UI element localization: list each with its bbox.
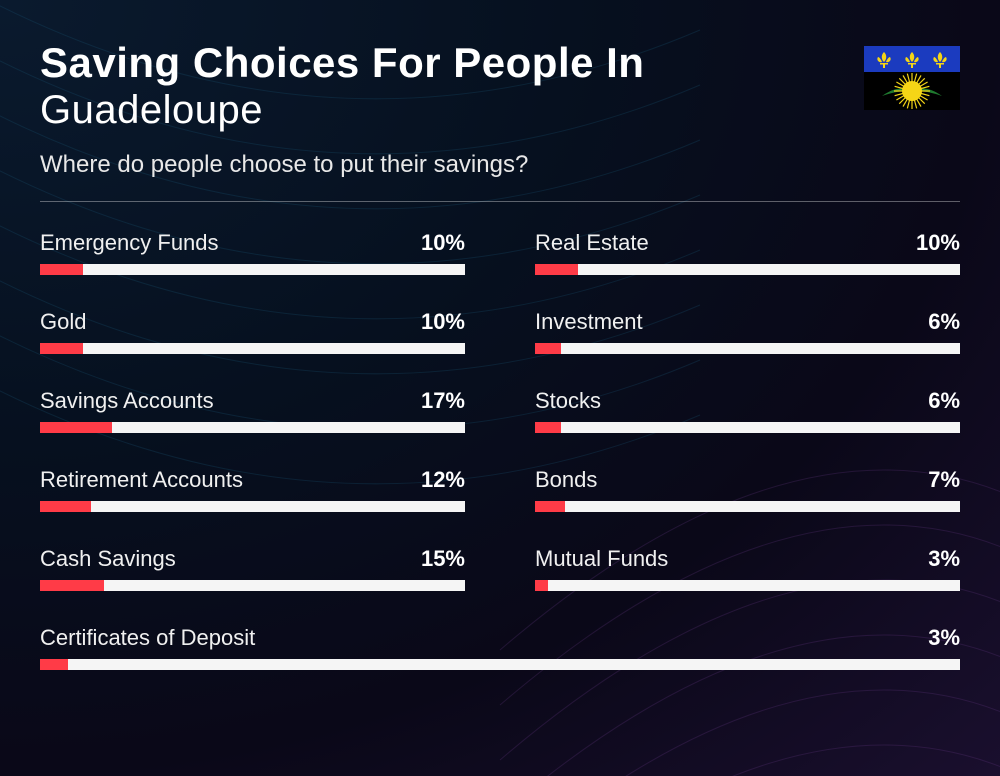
bar-item: Retirement Accounts 12% xyxy=(40,467,465,512)
flag-icon xyxy=(864,46,960,110)
page-subtitle: Where do people choose to put their savi… xyxy=(40,151,864,179)
bar-fill xyxy=(40,264,83,275)
bar-track xyxy=(535,422,960,433)
bar-fill xyxy=(40,580,104,591)
bar-value: 6% xyxy=(928,309,960,335)
bar-label: Retirement Accounts xyxy=(40,467,243,493)
bar-item: Stocks 6% xyxy=(535,388,960,433)
bar-label: Certificates of Deposit xyxy=(40,625,255,651)
bar-label: Gold xyxy=(40,309,86,335)
bar-track xyxy=(40,264,465,275)
bar-fill xyxy=(535,422,561,433)
bar-label: Bonds xyxy=(535,467,597,493)
bars-grid: Emergency Funds 10% Real Estate 10% Gold… xyxy=(40,230,960,670)
bar-track xyxy=(40,580,465,591)
bar-item: Mutual Funds 3% xyxy=(535,546,960,591)
bar-label: Mutual Funds xyxy=(535,546,668,572)
bar-fill xyxy=(40,659,68,670)
bar-track xyxy=(535,264,960,275)
bar-value: 7% xyxy=(928,467,960,493)
bar-track xyxy=(40,343,465,354)
bar-track xyxy=(40,422,465,433)
bar-item: Certificates of Deposit 3% xyxy=(40,625,960,670)
page-title-region: Guadeloupe xyxy=(40,88,864,133)
bar-track xyxy=(535,343,960,354)
bar-value: 10% xyxy=(421,230,465,256)
bar-fill xyxy=(535,501,565,512)
divider xyxy=(40,201,960,202)
bar-value: 6% xyxy=(928,388,960,414)
bar-label: Emergency Funds xyxy=(40,230,219,256)
bar-fill xyxy=(40,343,83,354)
bar-fill xyxy=(535,264,578,275)
bar-item: Real Estate 10% xyxy=(535,230,960,275)
bar-item: Emergency Funds 10% xyxy=(40,230,465,275)
bar-value: 12% xyxy=(421,467,465,493)
bar-fill xyxy=(535,580,548,591)
bar-item: Bonds 7% xyxy=(535,467,960,512)
bar-item: Gold 10% xyxy=(40,309,465,354)
bar-fill xyxy=(535,343,561,354)
bar-value: 10% xyxy=(916,230,960,256)
bar-track xyxy=(40,501,465,512)
page-title: Saving Choices For People In xyxy=(40,40,864,86)
bar-value: 17% xyxy=(421,388,465,414)
bar-item: Cash Savings 15% xyxy=(40,546,465,591)
bar-value: 3% xyxy=(928,546,960,572)
bar-label: Investment xyxy=(535,309,643,335)
bar-label: Cash Savings xyxy=(40,546,176,572)
bar-value: 15% xyxy=(421,546,465,572)
bar-item: Savings Accounts 17% xyxy=(40,388,465,433)
bar-value: 10% xyxy=(421,309,465,335)
bar-label: Real Estate xyxy=(535,230,649,256)
bar-item: Investment 6% xyxy=(535,309,960,354)
bar-fill xyxy=(40,501,91,512)
bar-track xyxy=(40,659,960,670)
bar-track xyxy=(535,580,960,591)
bar-label: Stocks xyxy=(535,388,601,414)
bar-value: 3% xyxy=(928,625,960,651)
bar-label: Savings Accounts xyxy=(40,388,214,414)
bar-fill xyxy=(40,422,112,433)
bar-track xyxy=(535,501,960,512)
header: Saving Choices For People In Guadeloupe … xyxy=(40,40,960,179)
